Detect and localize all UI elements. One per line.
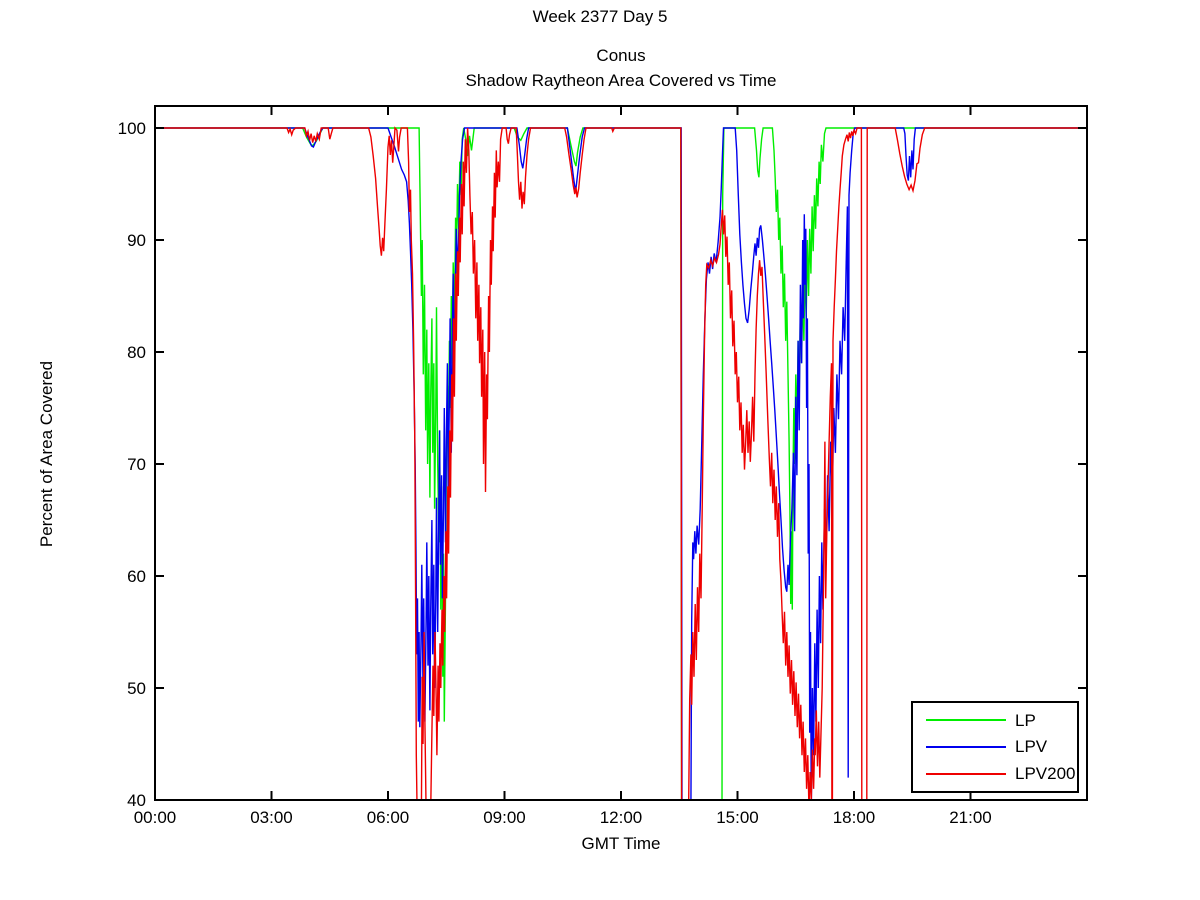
series-line-lpv [155,127,1087,800]
figure-supertitle: Week 2377 Day 5 [532,7,668,26]
legend-line-sample-lp [926,719,1006,722]
series-group [155,126,1087,800]
y-tick-label: 40 [127,791,146,810]
x-tick-label: 12:00 [600,808,643,827]
plot-title-line1: Conus [596,46,646,65]
legend-line-sample-lpv [926,745,1006,748]
legend-line-sample-lpv200 [926,772,1006,775]
y-tick-label: 100 [118,119,146,138]
x-tick-label: 15:00 [716,808,759,827]
legend-box: LP LPV LPV200 [911,701,1079,793]
series-line-lpv200 [155,126,1087,800]
y-tick-label: 80 [127,343,146,362]
axes-box [154,105,1088,801]
x-tick-label: 09:00 [483,808,526,827]
x-tick-label: 00:00 [134,808,177,827]
x-axis-label: GMT Time [581,834,661,853]
legend-label-lp: LP [1015,710,1036,730]
y-tick-label: 90 [127,231,146,250]
x-tick-label: 06:00 [367,808,410,827]
x-tick-label: 03:00 [250,808,293,827]
x-tick-label: 18:00 [833,808,876,827]
legend-row-lp: LP [913,707,1077,733]
y-tick-label: 60 [127,567,146,586]
axis-ticks [154,106,1087,801]
plot-title-line2: Shadow Raytheon Area Covered vs Time [465,71,777,90]
x-tick-label: 21:00 [949,808,992,827]
legend-row-lpv200: LPV200 [913,761,1077,787]
legend-label-lpv200: LPV200 [1015,764,1076,784]
y-tick-label: 70 [127,455,146,474]
legend-label-lpv: LPV [1015,737,1048,757]
y-tick-label: 50 [127,679,146,698]
legend-row-lpv: LPV [913,734,1077,760]
